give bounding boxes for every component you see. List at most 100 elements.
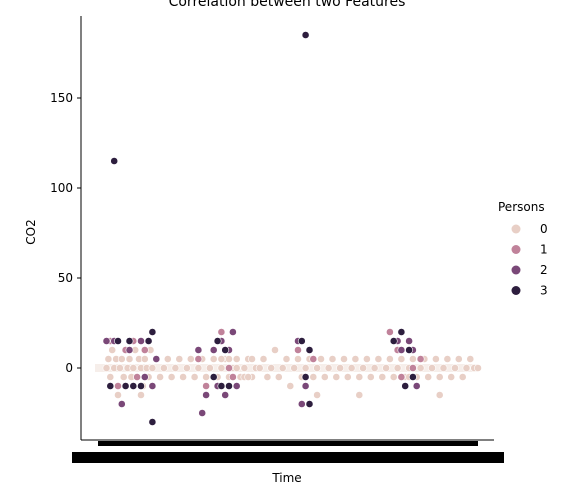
- data-point-persons-0: [463, 364, 470, 371]
- data-point-persons-2: [149, 382, 156, 389]
- data-point-persons-3: [149, 418, 156, 425]
- data-point-persons-0: [149, 364, 156, 371]
- chart-title: Correlation between two Features: [169, 0, 406, 10]
- data-point-persons-2: [302, 382, 309, 389]
- data-point-persons-0: [103, 364, 110, 371]
- data-point-persons-0: [325, 364, 332, 371]
- y-tick-label: 100: [50, 181, 73, 195]
- data-point-persons-1: [141, 346, 148, 353]
- data-point-persons-0: [260, 355, 267, 362]
- data-point-persons-0: [291, 364, 298, 371]
- y-tick-label: 50: [58, 271, 73, 285]
- y-tick-label: 0: [65, 361, 73, 375]
- data-point-persons-1: [225, 364, 232, 371]
- data-point-persons-0: [440, 364, 447, 371]
- legend-label-3: 3: [540, 284, 548, 298]
- data-point-persons-0: [105, 355, 112, 362]
- data-point-persons-0: [390, 373, 397, 380]
- data-point-persons-0: [203, 373, 210, 380]
- data-point-persons-2: [195, 346, 202, 353]
- data-point-persons-0: [409, 355, 416, 362]
- data-point-persons-0: [425, 373, 432, 380]
- data-point-persons-0: [333, 373, 340, 380]
- data-point-persons-0: [436, 373, 443, 380]
- data-point-persons-2: [222, 391, 229, 398]
- data-point-persons-2: [118, 400, 125, 407]
- data-point-persons-3: [214, 337, 221, 344]
- data-point-persons-0: [180, 373, 187, 380]
- data-point-persons-3: [111, 157, 118, 164]
- data-point-persons-2: [233, 382, 240, 389]
- legend-marker-0: [512, 225, 521, 234]
- data-point-persons-0: [356, 391, 363, 398]
- data-point-persons-0: [248, 355, 255, 362]
- data-point-persons-0: [386, 355, 393, 362]
- data-point-persons-0: [245, 373, 252, 380]
- data-point-persons-0: [126, 355, 133, 362]
- data-point-persons-0: [394, 364, 401, 371]
- legend-marker-2: [512, 266, 521, 275]
- data-point-persons-0: [436, 391, 443, 398]
- data-point-persons-1: [134, 373, 141, 380]
- data-point-persons-3: [122, 382, 129, 389]
- data-point-persons-0: [264, 373, 271, 380]
- data-point-persons-0: [109, 346, 116, 353]
- data-point-persons-3: [406, 346, 413, 353]
- data-point-persons-0: [283, 355, 290, 362]
- data-point-persons-3: [409, 373, 416, 380]
- data-point-persons-1: [294, 346, 301, 353]
- legend-label-1: 1: [540, 243, 548, 257]
- data-point-persons-0: [176, 355, 183, 362]
- data-point-persons-0: [172, 364, 179, 371]
- data-point-persons-0: [444, 355, 451, 362]
- data-point-persons-3: [210, 373, 217, 380]
- data-point-persons-0: [287, 382, 294, 389]
- data-point-persons-2: [406, 337, 413, 344]
- data-point-persons-3: [126, 337, 133, 344]
- data-point-persons-0: [451, 364, 458, 371]
- data-point-persons-0: [210, 355, 217, 362]
- data-point-persons-0: [168, 373, 175, 380]
- y-axis-label: CO2: [24, 219, 38, 244]
- data-point-persons-0: [310, 373, 317, 380]
- data-point-persons-3: [398, 328, 405, 335]
- data-point-persons-3: [218, 382, 225, 389]
- data-point-persons-0: [279, 364, 286, 371]
- data-point-persons-2: [210, 346, 217, 353]
- data-point-persons-3: [390, 337, 397, 344]
- points-layer: [95, 31, 482, 425]
- data-point-persons-0: [363, 355, 370, 362]
- data-point-persons-3: [402, 382, 409, 389]
- data-point-persons-3: [306, 346, 313, 353]
- data-point-persons-3: [130, 382, 137, 389]
- data-point-persons-0: [160, 364, 167, 371]
- data-point-persons-3: [306, 400, 313, 407]
- data-point-persons-1: [310, 355, 317, 362]
- data-point-persons-0: [218, 355, 225, 362]
- data-point-persons-0: [344, 373, 351, 380]
- data-point-persons-2: [141, 373, 148, 380]
- data-point-persons-0: [187, 355, 194, 362]
- data-point-persons-0: [459, 373, 466, 380]
- data-point-persons-0: [314, 391, 321, 398]
- data-point-persons-2: [199, 409, 206, 416]
- y-tick-label: 150: [50, 91, 73, 105]
- data-point-persons-0: [130, 364, 137, 371]
- data-point-persons-0: [271, 346, 278, 353]
- x-axis-label: Time: [271, 471, 301, 485]
- legend-label-0: 0: [540, 222, 548, 236]
- data-point-persons-2: [398, 346, 405, 353]
- data-point-persons-0: [356, 373, 363, 380]
- data-point-persons-0: [398, 355, 405, 362]
- data-point-persons-0: [428, 364, 435, 371]
- data-point-persons-0: [455, 355, 462, 362]
- data-point-persons-0: [383, 364, 390, 371]
- legend: Persons 0123: [498, 200, 548, 298]
- legend-marker-3: [512, 286, 521, 295]
- data-point-persons-3: [302, 373, 309, 380]
- data-point-persons-0: [233, 355, 240, 362]
- data-point-persons-1: [229, 373, 236, 380]
- data-point-persons-0: [120, 373, 127, 380]
- data-point-persons-2: [137, 337, 144, 344]
